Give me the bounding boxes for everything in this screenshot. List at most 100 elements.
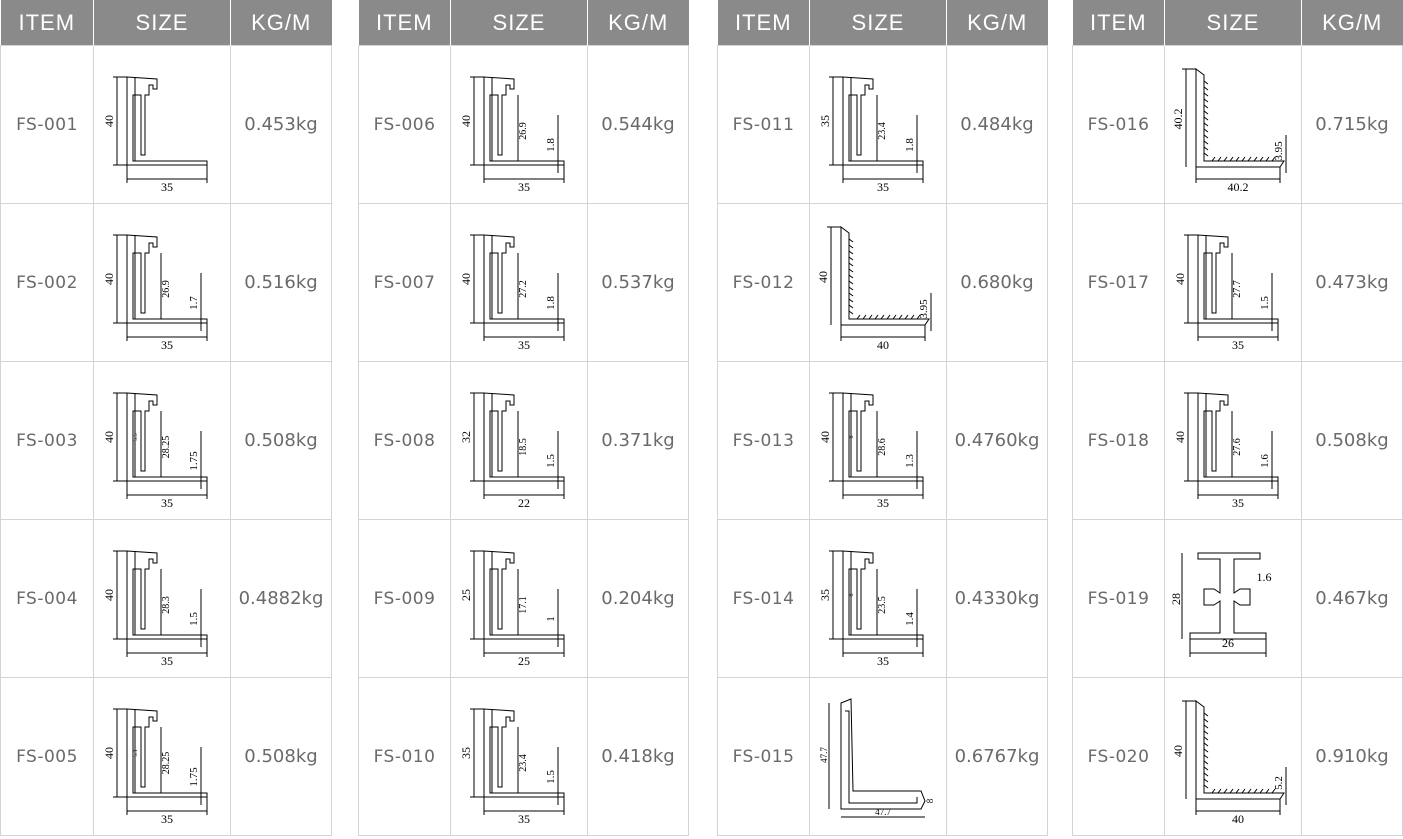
table-body: FS-006 40 35 26.9 1.8 0.544kg FS-007 40 35 27.2 1.… — [358, 45, 689, 836]
dimension-label: 28.25 — [161, 751, 172, 774]
table-row: FS-020 40 40 5.2 0.910kg — [1072, 677, 1403, 836]
size-drawing-cell: 35 35 23.4 1.5 — [450, 677, 588, 836]
item-code: FS-007 — [358, 203, 451, 362]
dimension-label: 28 — [1169, 593, 1183, 605]
dimension-label: 40 — [1171, 745, 1185, 757]
profile-drawing: 40 35 27.7 1.5 — [1173, 233, 1279, 352]
item-code: FS-014 — [717, 519, 810, 678]
weight-value: 0.508kg — [1301, 361, 1403, 520]
dimension-label: 3.95 — [918, 298, 930, 318]
dimension-label: 35 — [518, 812, 530, 826]
dimension-label: 40 — [102, 431, 116, 443]
dimension-label: 26 — [1222, 636, 1234, 650]
item-code: FS-010 — [358, 677, 451, 836]
profile-outline — [113, 233, 208, 341]
product-table-2: ITEM SIZE KG/M FS-006 40 35 26.9 1.8 0.544kg F… — [358, 0, 689, 839]
dimension-label: 1.5 — [545, 453, 557, 467]
header-item: ITEM — [1072, 0, 1165, 46]
profile-outline — [470, 707, 565, 815]
dimension-label: 40.2 — [1228, 180, 1249, 194]
size-drawing-cell: 40 35 28.6 1.3 8 — [809, 361, 947, 520]
profile-drawing: 40 35 — [102, 75, 208, 194]
profile-outline — [470, 549, 565, 657]
weight-value: 0.467kg — [1301, 519, 1403, 678]
profile-drawing: 40.2 40.2 3.95 — [1171, 67, 1287, 194]
item-code: FS-009 — [358, 519, 451, 678]
dimension-label: 5.5 — [133, 433, 139, 441]
weight-value: 0.680kg — [946, 203, 1048, 362]
dimension-label: 1.8 — [904, 137, 916, 151]
profile-outline — [470, 391, 565, 499]
table-row: FS-001 40 35 0.453kg — [0, 45, 332, 204]
dimension-label: 40 — [877, 338, 889, 352]
profile-outline — [828, 697, 926, 817]
item-code: FS-016 — [1072, 45, 1165, 204]
dimension-label: 27.7 — [1232, 280, 1243, 298]
product-table-4: ITEM SIZE KG/M FS-016 40.2 40.2 3.95 0.715kg… — [1072, 0, 1403, 839]
dimension-label: 1.5 — [1259, 295, 1271, 309]
weight-value: 0.715kg — [1301, 45, 1403, 204]
dimension-label: 8 — [849, 435, 855, 438]
table-row: FS-002 40 35 26.9 1.7 0.516kg — [0, 203, 332, 362]
profile-drawing: 25 25 17.1 1 — [459, 549, 565, 668]
table-row: FS-014 35 35 23.5 1.4 8 0.4330kg — [717, 519, 1048, 678]
profile-outline — [1184, 233, 1279, 341]
table-row: FS-018 40 35 27.6 1.6 0.508kg — [1072, 361, 1403, 520]
product-table-3: ITEM SIZE KG/M FS-011 35 35 23.4 1.8 0.484kg F… — [717, 0, 1048, 839]
weight-value: 0.508kg — [230, 677, 332, 836]
table-row: FS-013 40 35 28.6 1.3 8 0.4760kg — [717, 361, 1048, 520]
profile-drawing: 47.7 47.7 8 — [819, 697, 935, 817]
size-drawing-cell: 40 35 28.25 1.75 5.5 — [93, 361, 231, 520]
size-drawing-cell: 47.7 47.7 8 — [809, 677, 947, 836]
table-row: FS-007 40 35 27.2 1.8 0.537kg — [358, 203, 689, 362]
dimension-label: 1.6 — [1257, 570, 1272, 584]
profile-drawing: 32 22 18.5 1.5 — [459, 391, 565, 510]
profile-outline — [1182, 699, 1287, 815]
dimension-label: 40 — [818, 431, 832, 443]
profile-outline — [470, 75, 565, 183]
dimension-label: 40 — [1173, 431, 1187, 443]
table-row: FS-003 40 35 28.25 1.75 5.5 0.508kg — [0, 361, 332, 520]
size-drawing-cell: 40 35 — [93, 45, 231, 204]
profile-drawing: 40 35 28.25 1.75 5.5 — [102, 391, 208, 510]
dimension-label: 27.2 — [518, 280, 529, 298]
item-code: FS-006 — [358, 45, 451, 204]
dimension-label: 8 — [849, 593, 855, 596]
dimension-label: 35 — [818, 589, 832, 601]
profile-outline — [827, 225, 932, 341]
dimension-label: 35 — [1232, 338, 1244, 352]
dimension-label: 1.5 — [188, 611, 200, 625]
dimension-label: 17.1 — [518, 596, 529, 614]
item-code: FS-015 — [717, 677, 810, 836]
table-row: FS-016 40.2 40.2 3.95 0.715kg — [1072, 45, 1403, 204]
table-row: FS-010 35 35 23.4 1.5 0.418kg — [358, 677, 689, 836]
table-body: FS-016 40.2 40.2 3.95 0.715kg FS-017 40 35 27.7 1… — [1072, 45, 1403, 836]
dimension-label: 35 — [877, 496, 889, 510]
dimension-label: 1.7 — [188, 295, 200, 309]
dimension-label: 28.3 — [161, 596, 172, 614]
item-code: FS-020 — [1072, 677, 1165, 836]
dimension-label: 40 — [102, 273, 116, 285]
profile-drawing: 35 35 23.5 1.4 8 — [818, 549, 924, 668]
profile-drawing: 40 35 28.25 1.75 5.1 — [102, 707, 208, 826]
item-code: FS-012 — [717, 203, 810, 362]
item-code: FS-003 — [0, 361, 94, 520]
dimension-label: 40.2 — [1171, 108, 1185, 129]
item-code: FS-004 — [0, 519, 94, 678]
dimension-label: 1.75 — [188, 766, 200, 786]
item-code: FS-018 — [1072, 361, 1165, 520]
profile-drawing: 40 35 28.3 1.5 — [102, 549, 208, 668]
weight-value: 0.204kg — [587, 519, 689, 678]
weight-value: 0.484kg — [946, 45, 1048, 204]
profile-outline — [1181, 552, 1267, 657]
profile-drawing: 40 35 27.2 1.8 — [459, 233, 565, 352]
header-kg-per-m: KG/M — [946, 0, 1048, 46]
dimension-label: 3.95 — [1273, 140, 1285, 160]
item-code: FS-008 — [358, 361, 451, 520]
table-row: FS-008 32 22 18.5 1.5 0.371kg — [358, 361, 689, 520]
weight-value: 0.371kg — [587, 361, 689, 520]
size-drawing-cell: 40 35 26.9 1.8 — [450, 45, 588, 204]
dimension-label: 40 — [1232, 812, 1244, 826]
profile-outline — [113, 707, 208, 815]
item-code: FS-011 — [717, 45, 810, 204]
